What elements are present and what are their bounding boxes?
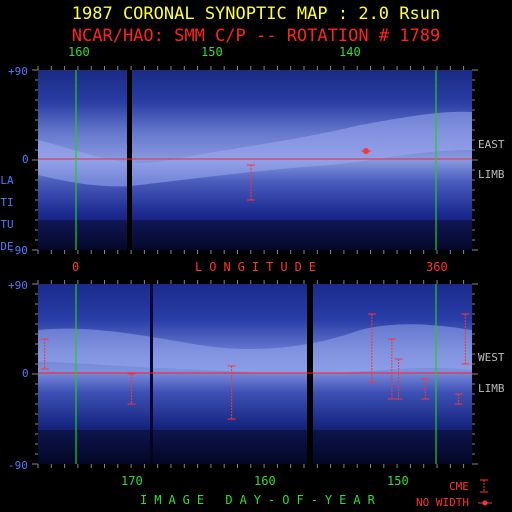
legend-no-width-label: NO WIDTH [416, 496, 469, 509]
doy-tick-label-150: 150 [387, 474, 409, 488]
longitude-axis-label: LONGITUDE [195, 260, 324, 274]
west-data-gap-2 [307, 284, 313, 464]
legend-no-width-symbol [478, 500, 492, 506]
longitude-tick-label-360: 360 [426, 260, 448, 274]
legend-cme-label: CME [449, 480, 469, 493]
legend-cme-symbol [480, 479, 488, 493]
east-lat-label-0: 0 [22, 153, 29, 166]
west-map-background [38, 284, 472, 464]
doy-axis-label: IMAGE DAY-OF-YEAR [140, 493, 382, 507]
west-lat-label-minus90: -90 [8, 459, 28, 472]
east-streamer-belt [38, 111, 472, 187]
west-streamer-belt [38, 324, 472, 374]
east-cme-markers [247, 148, 371, 201]
east-lat-label-minus90: -90 [8, 244, 28, 257]
longitude-tick-label-0: 0 [72, 260, 80, 274]
chart-subtitle: NCAR/HAO: SMM C/P -- ROTATION # 1789 [71, 26, 441, 46]
west-bottom-shadow [38, 430, 472, 464]
east-tick-marks [32, 66, 478, 254]
chart-title: 1987 CORONAL SYNOPTIC MAP : 2.0 Rsun [71, 4, 441, 24]
west-tick-marks [32, 280, 478, 468]
west-cme-markers [40, 313, 470, 420]
doy-tick-label-160: 160 [254, 474, 276, 488]
top-tick-label-160: 160 [68, 45, 90, 59]
west-lat-label-0: 0 [22, 367, 29, 380]
west-limb-label-1: WEST [478, 351, 505, 364]
west-lat-label-plus90: +90 [8, 279, 28, 292]
latitude-axis-label: LATITUDE [0, 174, 14, 253]
west-data-gap-1 [150, 284, 153, 464]
east-bottom-shadow [38, 220, 472, 250]
west-limb-panel [32, 280, 478, 468]
top-tick-label-140: 140 [339, 45, 361, 59]
east-data-gap [127, 70, 132, 250]
west-limb-label-2: LIMB [478, 382, 505, 395]
doy-tick-label-170: 170 [121, 474, 143, 488]
east-limb-panel [32, 66, 478, 254]
east-limb-label-1: EAST [478, 138, 505, 151]
east-lat-label-plus90: +90 [8, 65, 28, 78]
top-tick-label-150: 150 [201, 45, 223, 59]
east-limb-label-2: LIMB [478, 168, 505, 181]
